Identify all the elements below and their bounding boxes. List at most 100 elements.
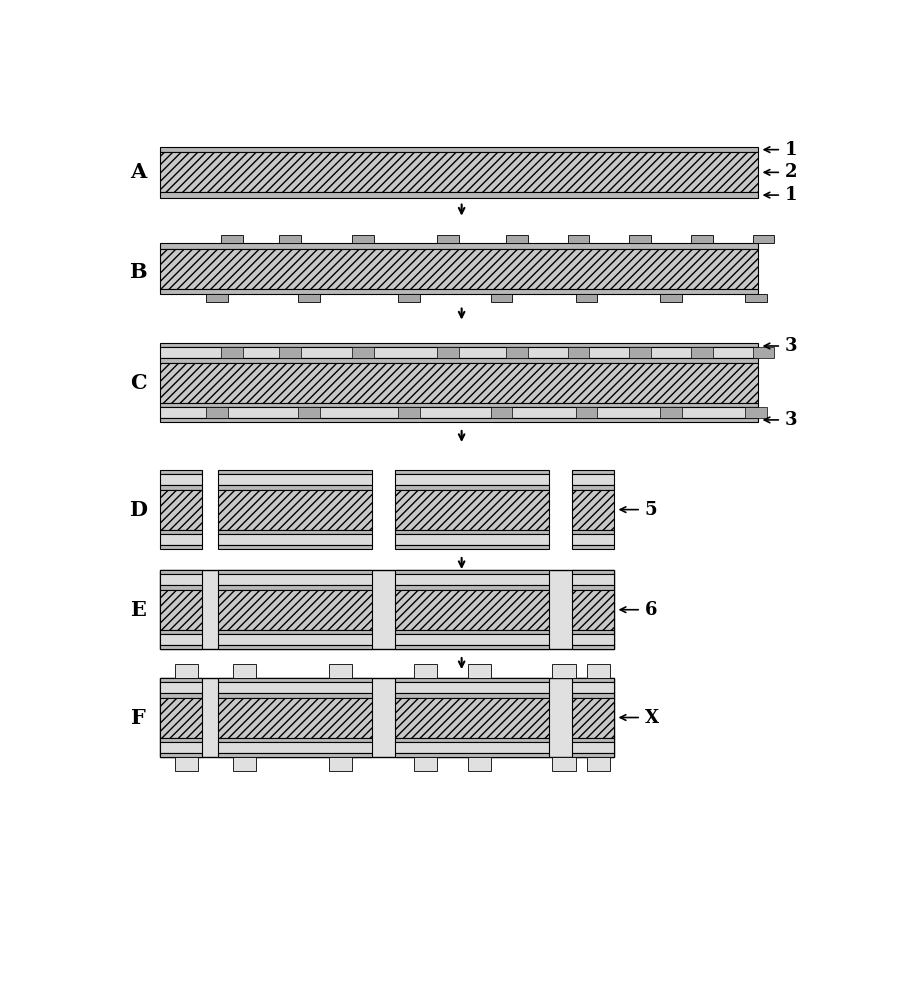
- Bar: [217, 530, 371, 534]
- Bar: [752, 235, 773, 243]
- Bar: [567, 235, 589, 243]
- Bar: [571, 742, 613, 753]
- Bar: [575, 294, 596, 302]
- Text: 1: 1: [784, 186, 796, 204]
- Bar: [217, 545, 371, 549]
- Bar: [394, 585, 548, 590]
- Bar: [552, 757, 575, 771]
- Bar: [413, 664, 437, 678]
- Bar: [352, 347, 373, 358]
- Bar: [394, 574, 548, 585]
- Bar: [329, 664, 352, 678]
- Bar: [567, 347, 589, 358]
- Bar: [394, 738, 548, 742]
- Bar: [437, 347, 458, 358]
- Bar: [160, 152, 758, 192]
- Bar: [217, 634, 371, 645]
- Bar: [329, 757, 352, 771]
- Bar: [398, 407, 419, 418]
- Bar: [160, 570, 613, 649]
- Bar: [160, 249, 758, 289]
- Bar: [217, 753, 371, 757]
- Bar: [571, 534, 613, 545]
- Bar: [586, 757, 610, 771]
- Bar: [571, 634, 613, 645]
- Text: D: D: [129, 500, 147, 520]
- Bar: [217, 630, 371, 634]
- Bar: [160, 358, 758, 363]
- Bar: [217, 470, 371, 474]
- Bar: [394, 634, 548, 645]
- Bar: [586, 664, 610, 678]
- Bar: [160, 192, 758, 198]
- Bar: [217, 585, 371, 590]
- Bar: [571, 570, 613, 574]
- Bar: [160, 698, 202, 738]
- Text: X: X: [644, 709, 658, 727]
- Bar: [221, 235, 243, 243]
- Bar: [160, 347, 758, 358]
- Bar: [571, 645, 613, 649]
- Bar: [571, 738, 613, 742]
- Bar: [744, 407, 766, 418]
- Bar: [217, 474, 371, 485]
- Bar: [394, 682, 548, 693]
- Bar: [160, 474, 202, 485]
- Bar: [571, 693, 613, 698]
- Bar: [394, 693, 548, 698]
- Bar: [160, 147, 758, 152]
- Bar: [160, 574, 202, 585]
- Bar: [467, 757, 491, 771]
- Bar: [413, 757, 437, 771]
- Bar: [394, 742, 548, 753]
- Bar: [160, 678, 202, 682]
- Bar: [217, 490, 371, 530]
- Bar: [217, 590, 371, 630]
- Bar: [571, 474, 613, 485]
- Bar: [571, 545, 613, 549]
- Bar: [217, 534, 371, 545]
- Bar: [491, 407, 511, 418]
- Bar: [629, 235, 650, 243]
- Bar: [394, 678, 548, 682]
- Bar: [298, 294, 319, 302]
- Bar: [394, 545, 548, 549]
- Bar: [160, 693, 202, 698]
- Bar: [552, 664, 575, 678]
- Bar: [217, 738, 371, 742]
- Bar: [571, 753, 613, 757]
- Bar: [160, 678, 613, 757]
- Bar: [160, 545, 202, 549]
- Bar: [217, 570, 371, 574]
- Bar: [160, 585, 202, 590]
- Bar: [206, 407, 227, 418]
- Bar: [491, 294, 511, 302]
- Text: 3: 3: [784, 411, 796, 429]
- Text: 2: 2: [784, 163, 796, 181]
- Bar: [506, 235, 528, 243]
- Bar: [571, 530, 613, 534]
- Bar: [221, 347, 243, 358]
- Bar: [217, 742, 371, 753]
- Text: 5: 5: [644, 501, 657, 519]
- Bar: [575, 407, 596, 418]
- Bar: [217, 485, 371, 490]
- Bar: [160, 343, 758, 347]
- Bar: [394, 753, 548, 757]
- Bar: [394, 474, 548, 485]
- Bar: [571, 678, 613, 682]
- Bar: [160, 634, 202, 645]
- Bar: [752, 347, 773, 358]
- Bar: [394, 485, 548, 490]
- Bar: [160, 470, 202, 474]
- Text: 3: 3: [784, 337, 796, 355]
- Bar: [352, 235, 373, 243]
- Bar: [437, 235, 458, 243]
- Bar: [160, 289, 758, 294]
- Bar: [394, 490, 548, 530]
- Bar: [217, 698, 371, 738]
- Bar: [160, 590, 202, 630]
- Text: F: F: [131, 708, 145, 728]
- Bar: [571, 485, 613, 490]
- Bar: [571, 490, 613, 530]
